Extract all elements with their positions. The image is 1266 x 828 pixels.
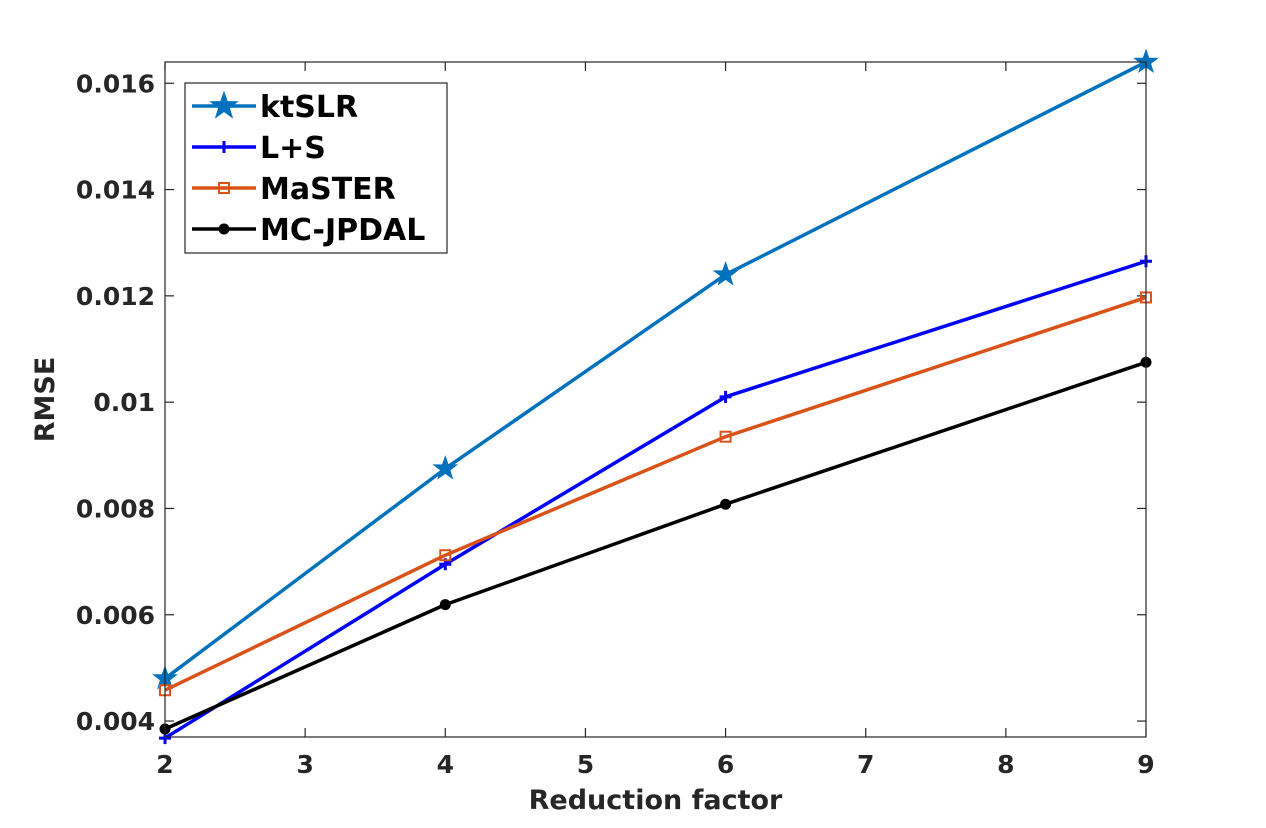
series-layer xyxy=(152,48,1159,745)
legend-item-ktslr: ktSLR xyxy=(192,90,358,125)
y-tick-label: 0.01 xyxy=(93,388,155,417)
y-tick-label: 0.014 xyxy=(76,176,155,205)
data-point-master xyxy=(439,549,452,562)
legend-label-l-s: L+S xyxy=(260,131,326,166)
x-tick-label: 3 xyxy=(296,750,313,779)
legend: ktSLR L+S MaSTER MC-JPDAL xyxy=(184,82,448,254)
data-point-mc-jpdal xyxy=(439,599,451,611)
data-point-master xyxy=(719,430,732,443)
x-tick-label: 4 xyxy=(437,750,454,779)
legend-label-mc-jpdal: MC-JPDAL xyxy=(260,213,425,248)
y-tick-labels: 0.004 0.006 0.008 0.01 0.012 0.014 0.016 xyxy=(76,69,155,736)
data-point-l-s xyxy=(719,390,732,403)
x-tick-labels: 2 3 4 5 6 7 8 9 xyxy=(156,750,1154,779)
legend-swatch-marker xyxy=(218,182,230,194)
y-tick-label: 0.008 xyxy=(76,494,155,523)
series-line-l-s xyxy=(164,259,1147,740)
y-axis-title: RMSE xyxy=(30,357,61,443)
x-axis-title: Reduction factor xyxy=(529,785,783,816)
legend-item-master: MaSTER xyxy=(192,172,396,207)
legend-label-ktslr: ktSLR xyxy=(260,90,358,125)
plot-frame xyxy=(164,61,1147,738)
series-line-master xyxy=(164,295,1147,692)
series-line-ktslr xyxy=(163,60,1147,680)
legend-item-mc-jpdal: MC-JPDAL xyxy=(192,213,425,248)
series-line-mc-jpdal xyxy=(164,360,1147,731)
legend-swatch-marker xyxy=(218,141,230,153)
x-tick-label: 7 xyxy=(857,750,874,779)
data-point-ktslr xyxy=(432,455,459,480)
x-tick-label: 2 xyxy=(156,750,173,779)
y-tick-label: 0.012 xyxy=(76,282,155,311)
y-tick-label: 0.004 xyxy=(76,707,155,736)
legend-swatch-marker xyxy=(218,223,230,235)
x-tick-label: 9 xyxy=(1137,750,1154,779)
x-tick-label: 8 xyxy=(997,750,1014,779)
legend-swatch-marker xyxy=(209,90,239,119)
data-point-ktslr xyxy=(712,261,739,286)
legend-item-l-s: L+S xyxy=(192,131,326,166)
legend-label-master: MaSTER xyxy=(260,172,396,207)
x-tick-label: 6 xyxy=(717,750,734,779)
data-point-mc-jpdal xyxy=(720,498,732,510)
x-tick-label: 5 xyxy=(577,750,594,779)
y-tick-label: 0.006 xyxy=(76,601,155,630)
y-tick-label: 0.016 xyxy=(76,69,155,98)
